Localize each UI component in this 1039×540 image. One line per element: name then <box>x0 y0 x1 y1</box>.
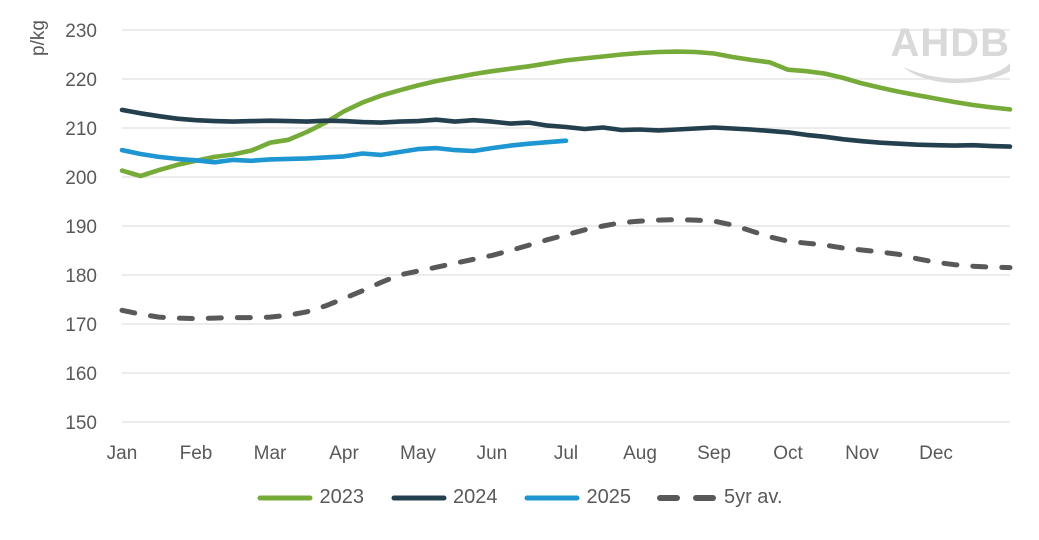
svg-text:Jan: Jan <box>107 443 138 464</box>
svg-text:Jul: Jul <box>554 443 578 464</box>
legend-item-5yr-av: 5yr av. <box>656 486 783 509</box>
gridlines <box>122 29 1010 423</box>
series-line-2025 <box>119 138 569 165</box>
svg-text:220: 220 <box>65 70 97 91</box>
legend-item-2023: 2023 <box>256 486 364 509</box>
ahdb-logo-swoosh-icon <box>903 63 1010 84</box>
svg-text:Sep: Sep <box>697 443 731 464</box>
axis-tick-labels: 150 160 170 180 190 200 210 220 230 Jan Feb Mar Apr M… <box>65 21 953 464</box>
svg-text:Jun: Jun <box>477 443 508 464</box>
series-lines <box>119 49 1013 322</box>
svg-text:May: May <box>400 443 436 464</box>
y-axis-label: p/kg <box>28 20 49 56</box>
svg-text:Dec: Dec <box>919 443 953 464</box>
series-line-2024 <box>119 107 1013 149</box>
legend-line-2025-icon <box>524 495 580 500</box>
svg-text:Oct: Oct <box>773 443 803 464</box>
svg-text:Mar: Mar <box>254 443 287 464</box>
legend-item-2024: 2024 <box>390 486 498 509</box>
svg-text:190: 190 <box>65 217 97 238</box>
svg-text:210: 210 <box>65 119 97 140</box>
svg-text:150: 150 <box>65 413 97 434</box>
legend-line-2024-icon <box>391 495 447 500</box>
svg-text:180: 180 <box>65 266 97 287</box>
svg-text:Feb: Feb <box>180 443 213 464</box>
chart-legend: 2023 2024 2025 5yr av. <box>0 486 1039 509</box>
svg-text:200: 200 <box>65 168 97 189</box>
legend-label-5yr-av: 5yr av. <box>723 486 783 508</box>
svg-text:170: 170 <box>65 315 97 336</box>
legend-line-5yr-av-icon <box>656 494 719 501</box>
legend-line-2023-icon <box>257 495 313 500</box>
price-line-chart: 150 160 170 180 190 200 210 220 230 Jan Feb Mar Apr M… <box>28 20 1013 464</box>
legend-item-2025: 2025 <box>523 486 631 509</box>
ahdb-logo-text: AHDB <box>890 21 1010 65</box>
legend-label-2024: 2024 <box>452 486 498 508</box>
svg-text:Nov: Nov <box>845 443 879 464</box>
svg-text:230: 230 <box>65 21 97 42</box>
svg-text:Aug: Aug <box>623 443 657 464</box>
series-line-2023 <box>119 49 1013 179</box>
legend-label-2025: 2025 <box>586 486 631 508</box>
legend-label-2023: 2023 <box>319 486 364 508</box>
svg-text:160: 160 <box>65 364 97 385</box>
series-line-5yr-av- <box>119 217 1013 322</box>
ahdb-logo: AHDB <box>890 21 1010 84</box>
svg-text:Apr: Apr <box>329 443 359 464</box>
